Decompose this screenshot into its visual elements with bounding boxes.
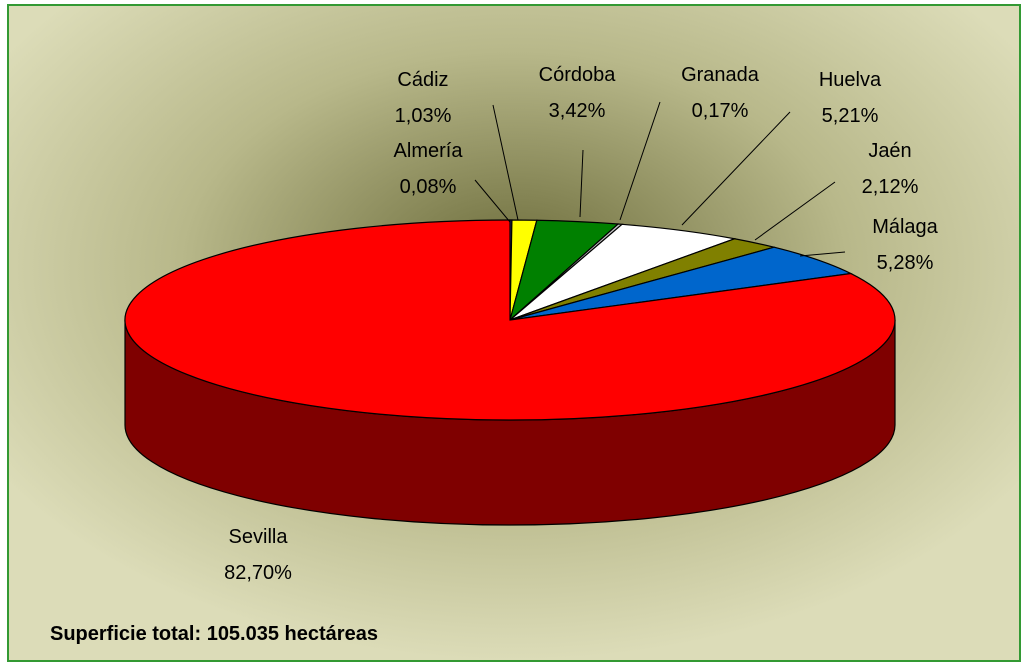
slice-label: Huelva <box>819 69 882 91</box>
value-label: 3,42% <box>549 100 606 122</box>
leader-line <box>799 251 846 257</box>
leader-line <box>474 179 511 223</box>
leader-line <box>579 149 584 218</box>
slice-label: Almería <box>394 140 464 162</box>
slice-label: Málaga <box>872 216 938 238</box>
slice-label: Granada <box>681 64 760 86</box>
leader-line <box>492 104 519 221</box>
value-label: 1,03% <box>395 105 452 127</box>
slice-label: Sevilla <box>229 526 289 548</box>
slice-label: Jaén <box>868 140 911 162</box>
leader-line <box>619 101 661 221</box>
pie <box>124 219 896 526</box>
value-label: 5,28% <box>877 252 934 274</box>
value-label: 2,12% <box>862 176 919 198</box>
value-label: 82,70% <box>224 562 292 584</box>
value-label: 0,17% <box>692 100 749 122</box>
value-label: 5,21% <box>822 105 879 127</box>
annotation: Superficie total: 105.035 hectáreas <box>50 623 378 645</box>
value-label: 0,08% <box>400 176 457 198</box>
slice <box>124 219 896 421</box>
slice-label: Cádiz <box>397 69 448 91</box>
leader-line <box>681 111 791 226</box>
leader-line <box>754 181 836 241</box>
slice-label: Córdoba <box>539 64 617 86</box>
